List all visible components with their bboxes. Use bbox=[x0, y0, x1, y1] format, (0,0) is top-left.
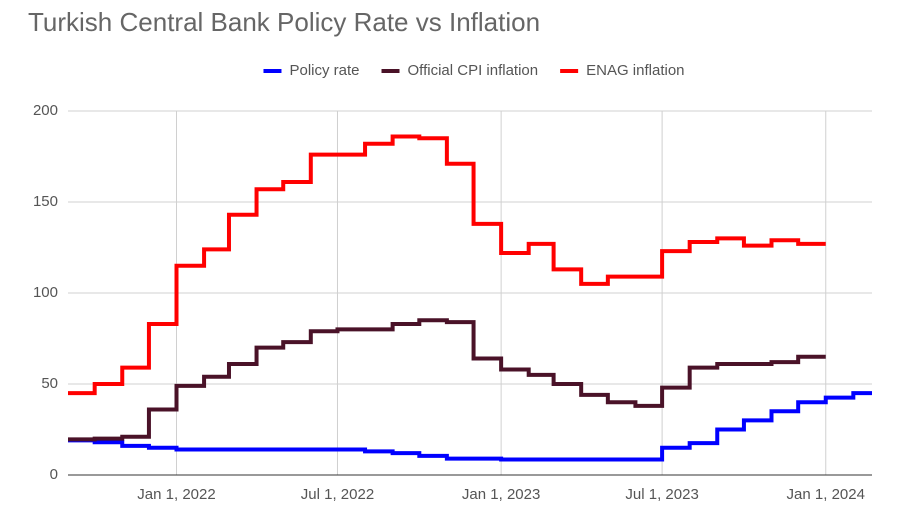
chart-title: Turkish Central Bank Policy Rate vs Infl… bbox=[28, 7, 540, 37]
y-tick-label: 200 bbox=[33, 102, 58, 119]
series-line bbox=[68, 134, 826, 396]
x-tick-label: Jul 1, 2023 bbox=[625, 486, 698, 503]
y-tick-label: 0 bbox=[50, 466, 58, 483]
legend-label: Policy rate bbox=[289, 62, 359, 79]
series-line bbox=[68, 391, 872, 462]
legend-label: ENAG inflation bbox=[586, 62, 684, 79]
legend-label: Official CPI inflation bbox=[408, 62, 539, 79]
y-tick-label: 50 bbox=[41, 375, 58, 392]
x-tick-label: Jan 1, 2024 bbox=[787, 486, 865, 503]
series-line bbox=[68, 318, 826, 442]
x-tick-label: Jul 1, 2022 bbox=[301, 486, 374, 503]
x-tick-label: Jan 1, 2023 bbox=[462, 486, 540, 503]
x-tick-label: Jan 1, 2022 bbox=[137, 486, 215, 503]
y-tick-label: 150 bbox=[33, 193, 58, 210]
y-tick-label: 100 bbox=[33, 284, 58, 301]
